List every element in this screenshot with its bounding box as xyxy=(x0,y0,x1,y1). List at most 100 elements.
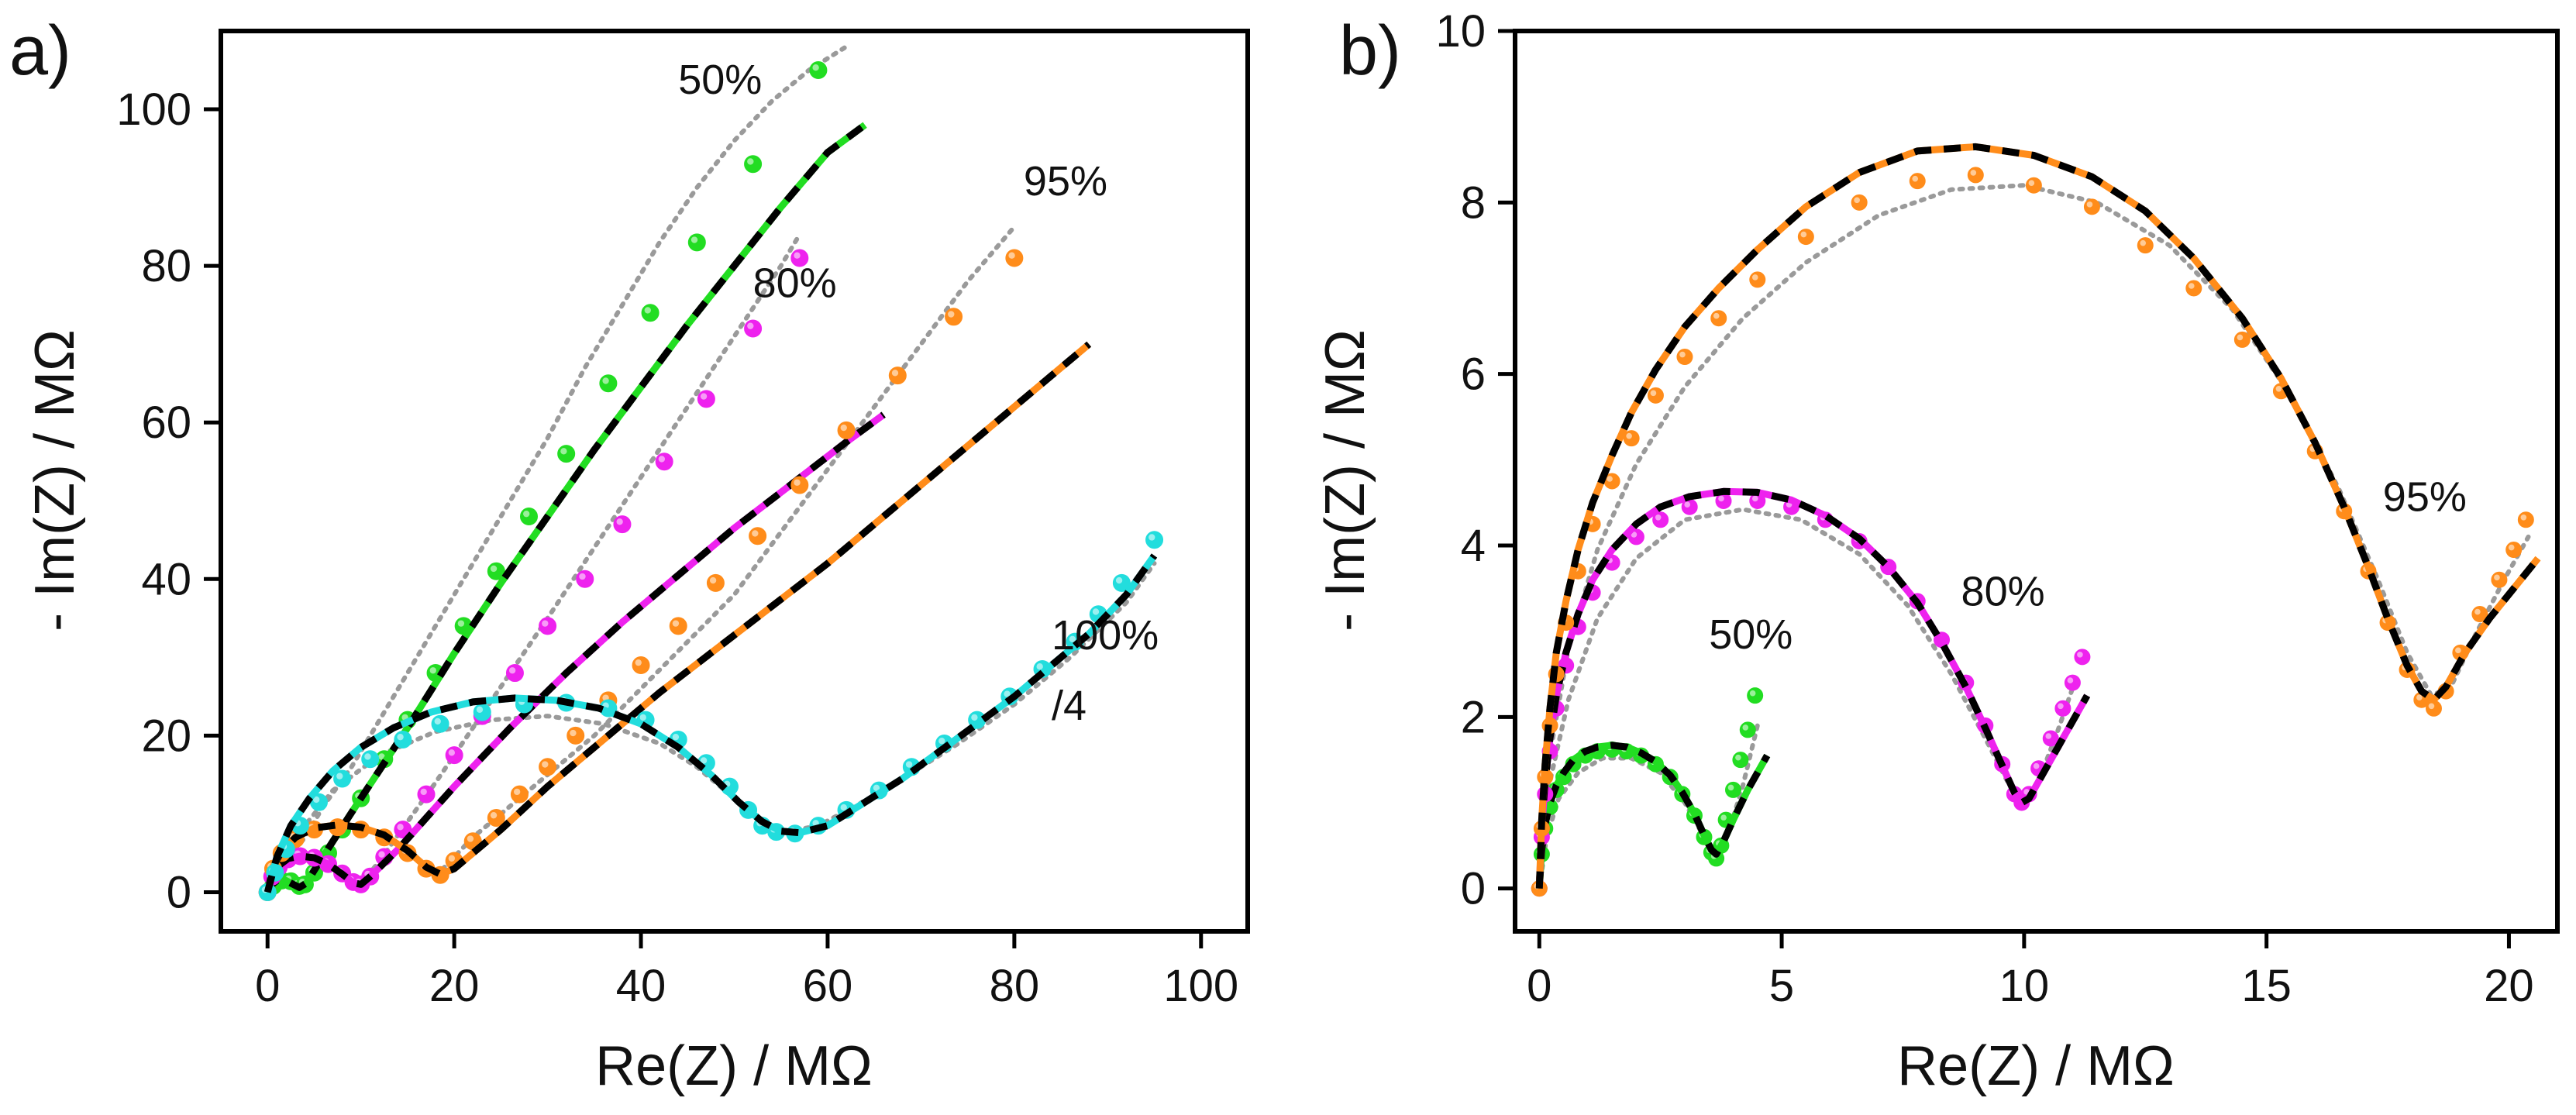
panel-a-series-80-point xyxy=(445,746,463,765)
panel-a-series-1004-point xyxy=(473,703,491,721)
panel-b-x-tick-label: 10 xyxy=(1999,961,2050,1011)
panel-b-series-50-point xyxy=(1747,687,1764,704)
panel-a-y-tick-label: 0 xyxy=(167,867,191,917)
panel-b-series-95-point xyxy=(1749,271,1766,288)
panel-a-series-50-point xyxy=(687,233,706,252)
panel-a-y-tick-label: 60 xyxy=(141,397,191,448)
panel-b-series-80-point-highlight xyxy=(2058,703,2064,710)
panel-a-series-1004-point-highlight xyxy=(397,733,404,741)
panel-a-series-95-point xyxy=(567,726,585,745)
panel-b-series-95-point xyxy=(2505,542,2523,559)
panel-b-label: b) xyxy=(1339,12,1401,90)
panel-b-series-50-point xyxy=(1725,781,1742,798)
panel-b-series-95-point-highlight xyxy=(1800,231,1807,238)
panel-a-series-1004-point-highlight xyxy=(1115,576,1123,584)
panel-a-series-1004-point-highlight xyxy=(1092,608,1100,615)
panel-a-series-50-point-highlight xyxy=(490,565,498,573)
panel-b-series-95-point-highlight xyxy=(2508,544,2515,551)
panel-a-series-50-point-highlight xyxy=(747,158,754,165)
panel-b-series-95-point xyxy=(2517,511,2534,528)
panel-b-series-80-point-highlight xyxy=(2033,762,2040,769)
panel-a-series-50-point xyxy=(744,155,763,174)
panel-a-series-1004-point xyxy=(1145,531,1164,549)
panel-a-series-95-point xyxy=(945,308,963,326)
panel-b-series-50-point xyxy=(1739,721,1756,738)
panel-a-series-95-point-highlight xyxy=(709,576,717,584)
panel-b-series-95-point-highlight xyxy=(1713,312,1720,319)
panel-b-series-95-point-highlight xyxy=(2455,647,2461,654)
panel-b-series-80-point xyxy=(2074,649,2091,666)
panel-b-series-50-point xyxy=(1732,752,1749,769)
panel-a-series-80-point xyxy=(744,319,763,338)
panel-a-series-95-point xyxy=(837,421,856,439)
panel-a-series-80-point-highlight xyxy=(700,393,708,400)
panel-a-series-80-fit-dash xyxy=(263,411,886,893)
panel-a-series-1004-point-highlight xyxy=(1036,663,1043,670)
panel-b-series-80-point-highlight xyxy=(1751,495,1758,502)
panel-a-series-95-point-highlight xyxy=(948,311,955,318)
panel-b-series-95-point-highlight xyxy=(2520,514,2527,521)
panel-a-series-95-point xyxy=(1005,249,1024,267)
panel-b-series-95-point-highlight xyxy=(2086,201,2093,208)
panel-a-series-80-point-highlight xyxy=(658,456,666,463)
panel-a-series-1004-point-highlight xyxy=(364,753,371,760)
panel-b-series-95-point-highlight xyxy=(1912,175,1919,182)
panel-a-annotation: 100% xyxy=(1052,612,1159,659)
panel-a-series-95-point xyxy=(706,573,725,592)
panel-a-series-80-point xyxy=(417,785,436,804)
panel-b-series-80-point-highlight xyxy=(1655,514,1662,521)
panel-a-axes-frame xyxy=(219,29,1250,934)
panel-a-series-1004-point-highlight xyxy=(312,796,320,804)
panel-b-y-tick-label: 0 xyxy=(1461,864,1486,914)
panel-a-y-tick-label: 40 xyxy=(141,554,191,604)
panel-a-x-tick-label: 20 xyxy=(429,961,480,1011)
panel-a-series-95-fit-dash xyxy=(263,341,1092,893)
panel-a-series-95-point-highlight xyxy=(513,788,521,796)
panel-a-series-1004-point xyxy=(394,730,412,748)
panel-a-series-95-point-highlight xyxy=(1008,252,1015,259)
panel-a-series-95-point-highlight xyxy=(891,370,899,377)
panel-a-x-tick-label: 0 xyxy=(255,961,280,1011)
panel-b-y-tick-label: 10 xyxy=(1435,6,1486,57)
panel-a-series-80-point-highlight xyxy=(616,518,623,525)
panel-b-x-axis-title: Re(Z) / MΩ xyxy=(1897,1035,2175,1097)
panel-a-series-80-point-highlight xyxy=(542,620,549,627)
panel-a-series-95-point xyxy=(632,656,650,674)
panel-a-series-1004-point-highlight xyxy=(1069,635,1076,643)
panel-a-series-80-point-highlight xyxy=(747,322,754,329)
panel-a-series-95-point-highlight xyxy=(635,659,642,666)
panel-a-series-1004-point-highlight xyxy=(873,784,880,792)
panel-a-series-95-point-highlight xyxy=(752,530,759,537)
panel-a-y-tick-label: 100 xyxy=(116,84,191,135)
panel-b-series-50-fit-dash xyxy=(1535,742,1771,889)
panel-a-series-1004-point-highlight xyxy=(971,714,978,721)
panel-b-annotations: 50% 80% 95% xyxy=(1709,474,2467,658)
panel-b-series-95-fit-dash xyxy=(1535,143,2541,889)
panel-a-series-95-point-highlight xyxy=(570,729,577,737)
panel-b-series-95-point xyxy=(1710,310,1727,327)
panel-a-series-1004-point xyxy=(361,750,380,769)
panel-a-series-50-point xyxy=(809,61,828,80)
panel-a-series-1004-point-highlight xyxy=(476,706,484,713)
panel-a-plot-area xyxy=(258,44,1164,901)
panel-b-series-80-point-highlight xyxy=(1684,501,1691,508)
panel-a-series-1004-point xyxy=(431,714,449,733)
panel-b-series-95-point xyxy=(2137,237,2154,254)
panel-a-x-axis-title: Re(Z) / MΩ xyxy=(595,1035,873,1097)
panel-b-series-95-point xyxy=(2233,331,2251,348)
panel-b-x-tick-label: 15 xyxy=(2241,961,2292,1011)
panel-b-series-95-point-highlight xyxy=(2416,694,2423,700)
panel-a-series-95-point-highlight xyxy=(840,424,847,432)
panel-b-series-95-point xyxy=(1909,173,1926,190)
panel-b-series-50-point-highlight xyxy=(1727,784,1734,791)
panel-b-series-80-point xyxy=(2054,700,2071,717)
panel-a-series-80-point-highlight xyxy=(508,667,516,674)
panel-b-series-95-point xyxy=(1647,387,1664,404)
panel-a-series-95-point-highlight xyxy=(448,855,456,862)
panel-b-series-95-point-highlight xyxy=(2275,386,2282,392)
panel-a-series-95-point xyxy=(790,476,809,494)
panel-a-series-95-point-highlight xyxy=(794,479,801,486)
panel-b-series-80-point-highlight xyxy=(1718,495,1724,502)
